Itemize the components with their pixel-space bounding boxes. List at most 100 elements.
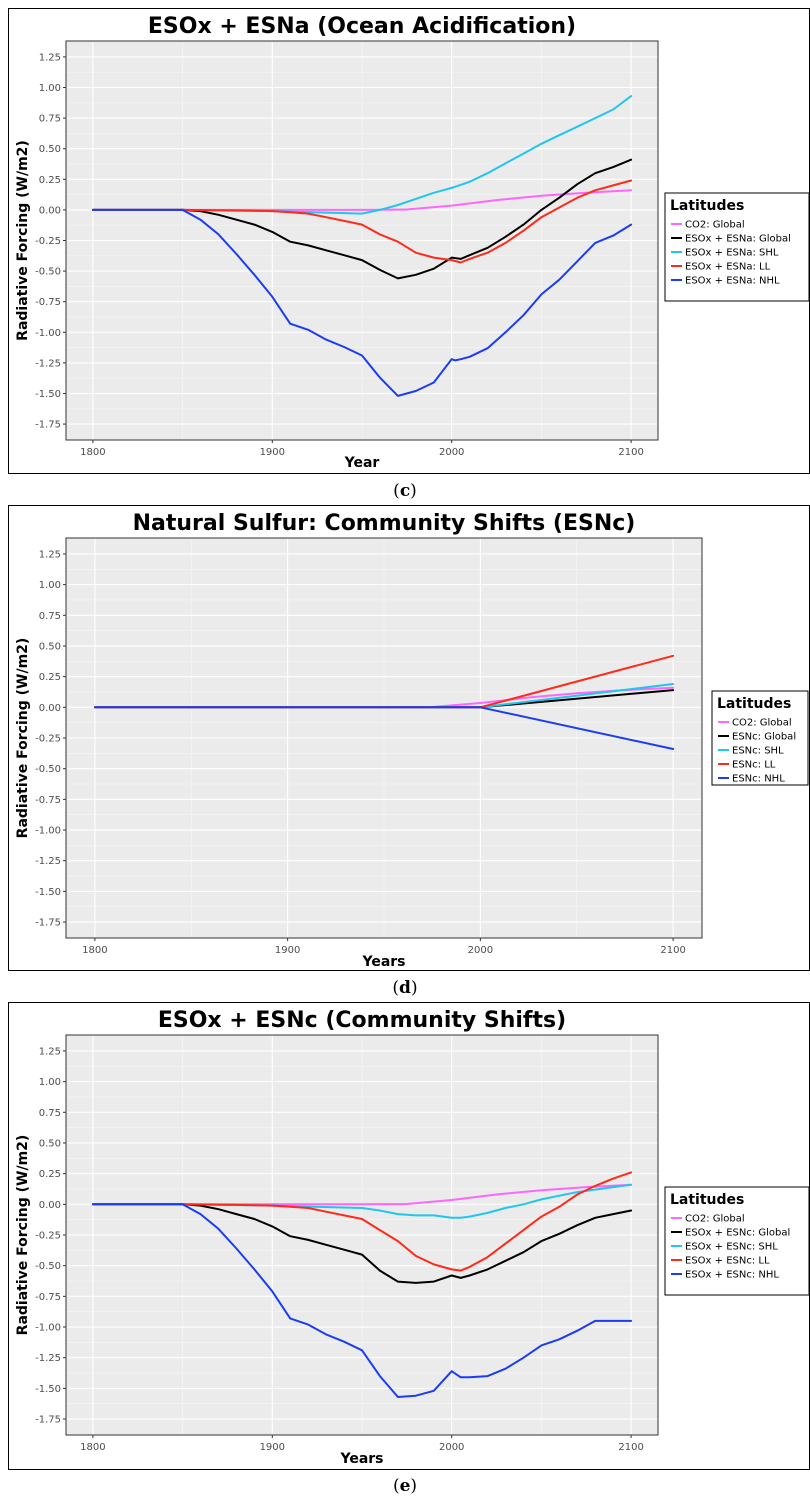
x-axis-label: Years — [361, 954, 405, 970]
series-line — [91, 1203, 633, 1398]
y-tick-label: -1.50 — [35, 389, 61, 400]
y-tick-label: -0.25 — [35, 236, 61, 247]
legend-entry: ESOx + ESNc: NHL — [685, 1270, 779, 1281]
y-tick-label: 0.00 — [39, 205, 61, 216]
chart-title: Natural Sulfur: Community Shifts (ESNc) — [133, 511, 636, 536]
legend-entry: ESOx + ESNa: LL — [685, 262, 771, 273]
series-line — [91, 1203, 633, 1284]
x-tick-label: 1900 — [275, 945, 300, 956]
y-tick-label: 0.50 — [39, 641, 61, 652]
chart-svg-d: Natural Sulfur: Community Shifts (ESNc) 1… — [15, 511, 809, 970]
caption-d: (d) — [392, 978, 418, 998]
y-tick-label: 0.75 — [39, 114, 61, 125]
series-line — [91, 1183, 633, 1219]
y-tick-label: -1.75 — [35, 420, 61, 431]
y-tick-label: -0.25 — [35, 734, 61, 745]
y-tick-label: -1.25 — [35, 856, 61, 867]
chart-title: ESOx + ESNa (Ocean Acidification) — [148, 14, 576, 39]
x-tick-label: 1900 — [260, 1442, 285, 1453]
y-tick-label: -0.75 — [35, 297, 61, 308]
chart-title: ESOx + ESNc (Community Shifts) — [158, 1008, 566, 1033]
caption-c: (c) — [393, 481, 417, 501]
y-tick-label: 1.00 — [39, 1077, 61, 1088]
chart-svg-e: ESOx + ESNc (Community Shifts) 1.25 1.00 0.… — [15, 1008, 809, 1467]
y-tick-label: 1.25 — [39, 549, 61, 560]
caption-c-letter: c — [399, 481, 411, 501]
x-tick-label: 2100 — [618, 1442, 643, 1453]
x-tick-label: 1800 — [80, 447, 105, 458]
y-axis-label: Radiative Forcing (W/m2) — [15, 1135, 31, 1336]
y-tick-label: 0.25 — [39, 672, 61, 683]
plot-border — [65, 1034, 659, 1436]
y-tick-label: 0.00 — [39, 703, 61, 714]
x-tick-label: 2100 — [618, 447, 643, 458]
y-axis-label: Radiative Forcing (W/m2) — [15, 140, 31, 341]
series-line — [93, 706, 675, 750]
x-axis-label: Years — [339, 1451, 383, 1467]
chart-svg-c: ESOx + ESNa (Ocean Acidification) 1.25 1.0… — [15, 14, 809, 471]
legend-entry: CO2: Global — [685, 1214, 745, 1225]
legend-entry: CO2: Global — [732, 718, 792, 729]
y-tick-label: -1.25 — [35, 1353, 61, 1364]
x-tick-label: 2000 — [468, 945, 493, 956]
y-tick-label: -0.50 — [35, 267, 61, 278]
plot-border — [65, 537, 703, 939]
caption-e-letter: e — [399, 1476, 411, 1496]
y-tick-label: 0.75 — [39, 611, 61, 622]
x-tick-label: 2000 — [439, 447, 464, 458]
y-tick-label: -1.50 — [35, 887, 61, 898]
legend-entry: ESOx + ESNa: Global — [685, 234, 791, 245]
legend-entry: ESOx + ESNc: Global — [685, 1228, 790, 1239]
legend-box — [711, 690, 809, 786]
series-line — [91, 208, 633, 397]
y-tick-label: -1.00 — [35, 328, 61, 339]
legend-entry: CO2: Global — [685, 220, 745, 231]
chart-panel-c: ESOx + ESNa (Ocean Acidification) 1.25 1.0… — [8, 8, 810, 474]
legend-entry: ESNc: LL — [732, 760, 776, 771]
plot-border — [65, 40, 659, 441]
y-tick-label: 1.00 — [39, 83, 61, 94]
legend-entry: ESOx + ESNc: LL — [685, 1256, 770, 1267]
y-tick-label: -1.00 — [35, 826, 61, 837]
legend-box — [664, 192, 809, 302]
y-tick-label: 0.50 — [39, 1138, 61, 1149]
legend-entry: ESNc: SHL — [732, 746, 784, 757]
y-tick-label: 0.50 — [39, 144, 61, 155]
y-tick-label: -0.25 — [35, 1231, 61, 1242]
y-tick-label: 0.25 — [39, 1169, 61, 1180]
legend-title: Latitudes — [717, 696, 791, 712]
y-axis-label: Radiative Forcing (W/m2) — [15, 638, 31, 839]
y-tick-label: -0.75 — [35, 795, 61, 806]
series-line — [91, 158, 633, 280]
legend-entry: ESNc: NHL — [732, 774, 785, 785]
legend-entry: ESOx + ESNa: SHL — [685, 248, 779, 259]
series-line — [91, 179, 633, 264]
y-tick-label: -1.00 — [35, 1323, 61, 1334]
series-line — [91, 1171, 633, 1272]
y-tick-label: 0.00 — [39, 1200, 61, 1211]
x-tick-label: 1800 — [82, 945, 107, 956]
y-tick-label: -0.50 — [35, 1261, 61, 1272]
y-tick-label: 1.00 — [39, 580, 61, 591]
series-line — [91, 95, 633, 215]
x-tick-label: 1900 — [260, 447, 285, 458]
x-axis-label: Year — [344, 455, 380, 471]
y-tick-label: -0.50 — [35, 764, 61, 775]
caption-e: (e) — [392, 1476, 418, 1496]
y-tick-label: 1.25 — [39, 1046, 61, 1057]
x-tick-label: 2100 — [660, 945, 685, 956]
y-tick-label: -1.75 — [35, 1415, 61, 1426]
x-tick-label: 2000 — [439, 1442, 464, 1453]
x-tick-label: 1800 — [80, 1442, 105, 1453]
caption-d-letter: d — [399, 978, 411, 998]
y-tick-label: 1.25 — [39, 52, 61, 63]
y-tick-label: -0.75 — [35, 1292, 61, 1303]
legend-title: Latitudes — [670, 198, 744, 214]
legend-entry: ESOx + ESNa: NHL — [685, 276, 780, 287]
y-tick-label: 0.75 — [39, 1108, 61, 1119]
y-tick-label: 0.25 — [39, 175, 61, 186]
legend-title: Latitudes — [670, 1192, 744, 1208]
legend-entry: ESOx + ESNc: SHL — [685, 1242, 778, 1253]
legend-box — [664, 1186, 809, 1296]
legend-entry: ESNc: Global — [732, 732, 796, 743]
